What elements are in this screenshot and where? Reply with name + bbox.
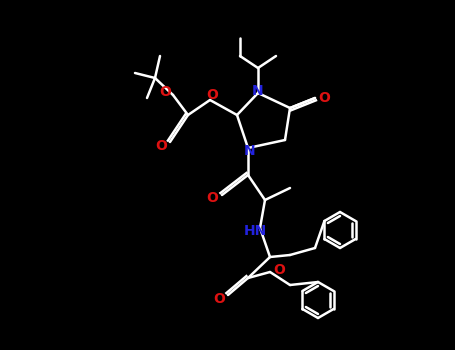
Text: O: O xyxy=(206,88,218,102)
Text: O: O xyxy=(318,91,330,105)
Text: O: O xyxy=(273,263,285,277)
Text: O: O xyxy=(159,85,171,99)
Text: O: O xyxy=(213,292,225,306)
Text: O: O xyxy=(206,191,218,205)
Text: N: N xyxy=(252,84,264,98)
Text: HN: HN xyxy=(243,224,267,238)
Text: N: N xyxy=(244,144,256,158)
Text: O: O xyxy=(155,139,167,153)
